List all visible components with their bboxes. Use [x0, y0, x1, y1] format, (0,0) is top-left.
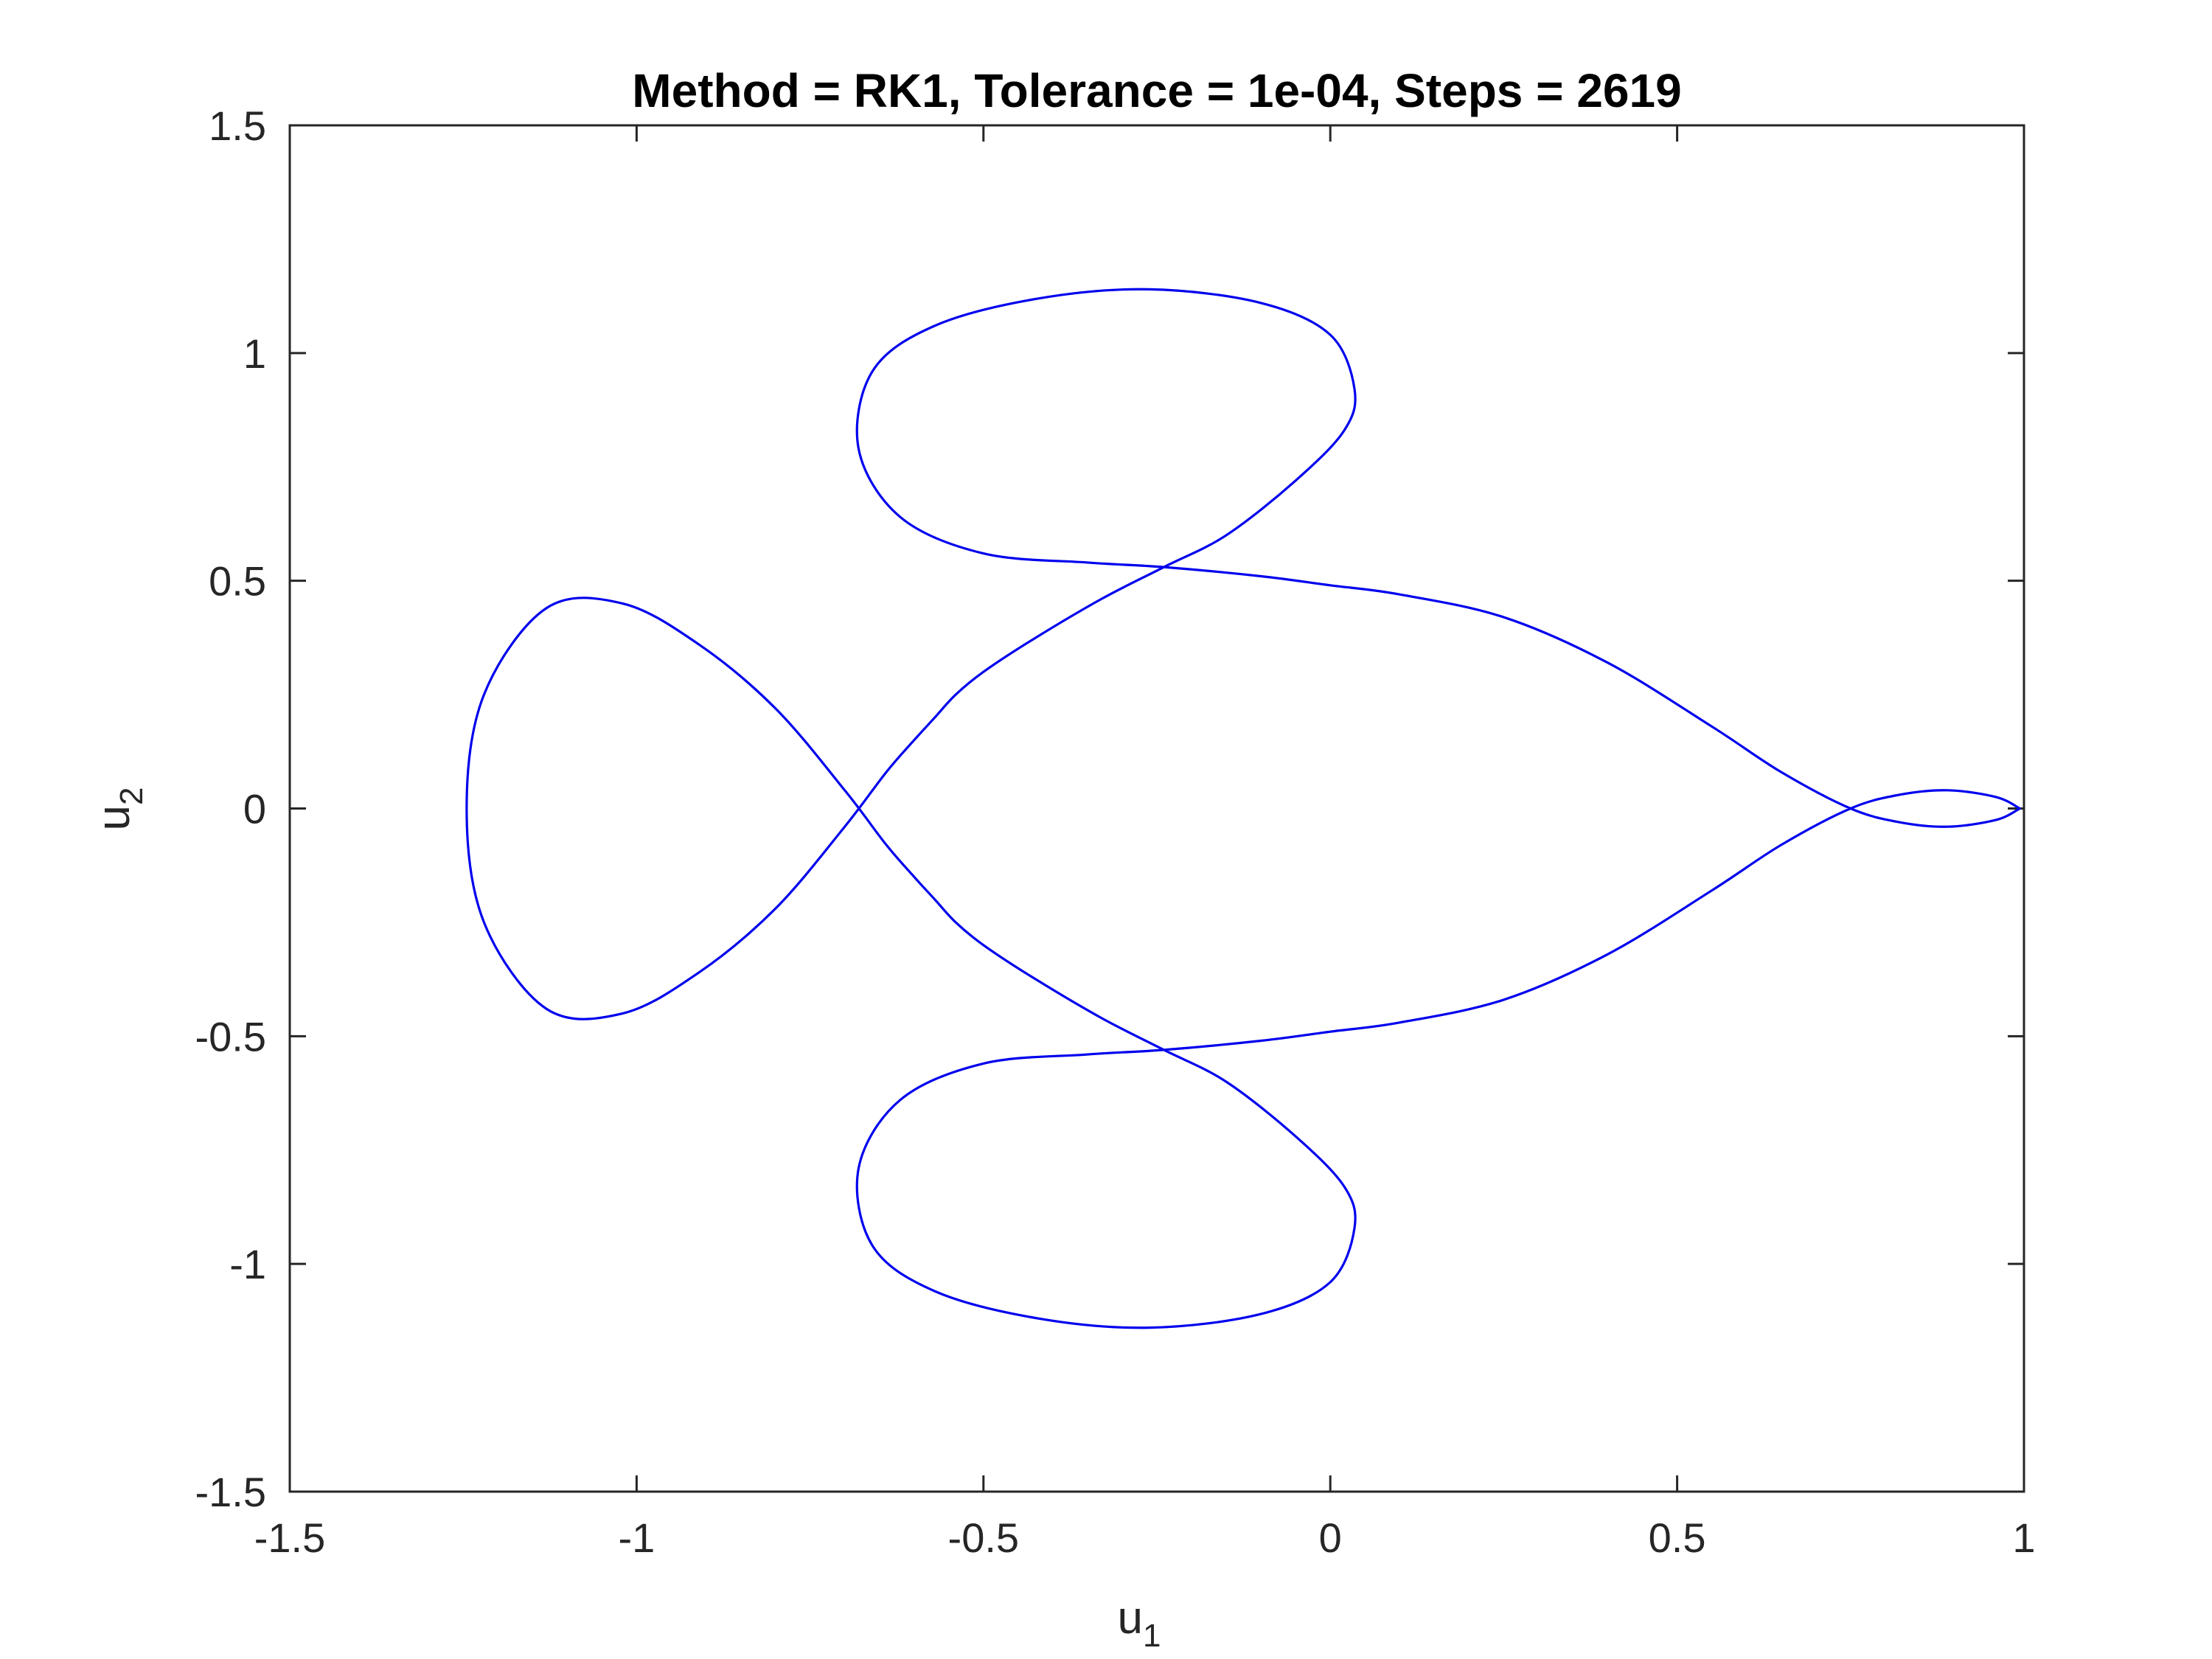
x-tick-labels: -1.5 -1 -0.5 0 0.5 1	[254, 1514, 2036, 1561]
y-axis-label-base: u	[88, 805, 139, 830]
y-axis-label-sub: 2	[114, 787, 150, 805]
y-tick-label: 0.5	[209, 558, 266, 605]
y-tick-label: -1.5	[195, 1469, 267, 1515]
y-tick-label: 1	[243, 330, 266, 377]
series-line	[465, 288, 2021, 1329]
y-axis-label: u2	[88, 787, 150, 831]
x-tick-label: -0.5	[948, 1514, 1020, 1561]
x-tick-label: -1.5	[254, 1514, 326, 1561]
x-axis-label-base: u	[1118, 1593, 1143, 1644]
x-axis-label-sub: 1	[1143, 1618, 1161, 1654]
x-axis-label: u1	[1118, 1593, 1161, 1654]
x-tick-label: 0.5	[1649, 1514, 1706, 1561]
y-tick-label: -1	[229, 1241, 266, 1287]
x-tick-label: -1	[619, 1514, 655, 1561]
ticks	[288, 124, 2025, 1493]
y-tick-label: 0	[243, 786, 266, 832]
x-tick-label: 0	[1319, 1514, 1342, 1561]
chart-title: Method = RK1, Tolerance = 1e-04, Steps =…	[632, 64, 1681, 117]
x-tick-label: 1	[2012, 1514, 2035, 1561]
axes-box	[288, 124, 2025, 1493]
y-tick-label: -0.5	[195, 1013, 267, 1060]
plot-area	[288, 124, 2025, 1493]
y-tick-labels: -1.5 -1 -0.5 0 0.5 1 1.5	[195, 102, 267, 1515]
y-tick-label: 1.5	[209, 102, 266, 149]
